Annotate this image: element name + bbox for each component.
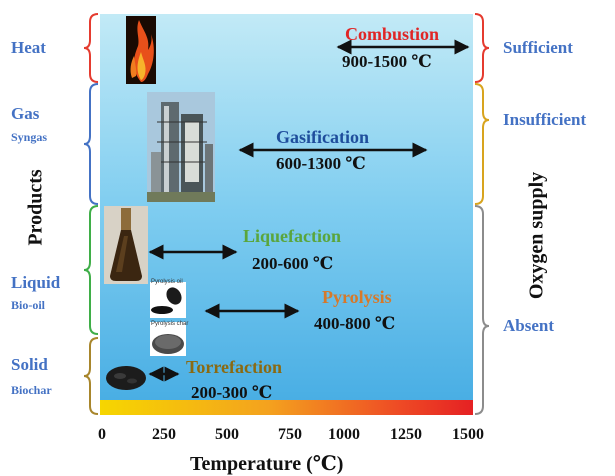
pyrolysis-label: Pyrolysis: [322, 287, 392, 307]
heat-brace: [83, 13, 99, 83]
pyrolysis-oil-caption: Pyrolysis oil: [151, 279, 183, 285]
torrefaction-range: 200-300 ℃: [191, 383, 273, 402]
x-tick-label: 1250: [390, 426, 422, 443]
sufficient-brace: [474, 13, 490, 83]
bio-oil-label: Bio-oil: [11, 298, 46, 312]
insufficient-brace: [474, 83, 490, 205]
x-tick-label: 250: [152, 426, 176, 443]
solid-brace: [83, 337, 99, 415]
x-tick-label: 1000: [328, 426, 360, 443]
absent-label: Absent: [503, 316, 555, 335]
gasifier-plant-image: [147, 92, 215, 202]
liquefaction-label: Liquefaction: [243, 226, 342, 246]
x-tick-label: 0: [98, 426, 106, 443]
insufficient-label: Insufficient: [503, 110, 587, 129]
sufficient-label: Sufficient: [503, 38, 573, 57]
fire-image: [126, 16, 156, 84]
x-tick-label: 500: [215, 426, 239, 443]
x-axis-title: Temperature (℃): [190, 453, 344, 475]
gasification-label: Gasification: [276, 127, 369, 147]
products-axis-title: Products: [24, 169, 47, 246]
temperature-gradient-bar: [100, 400, 473, 415]
gas-brace: [83, 83, 99, 205]
gasification-range: 600-1300 ℃: [276, 154, 366, 173]
biochar-label: Biochar: [11, 383, 52, 397]
biochar-image: [106, 366, 146, 390]
x-tick-label: 1500: [452, 426, 484, 443]
pyrolysis-range: 400-800 ℃: [314, 314, 396, 333]
x-tick-label: 750: [278, 426, 302, 443]
bio-oil-flask-image: [104, 206, 148, 284]
liquid-brace: [83, 205, 99, 335]
liquid-label: Liquid: [11, 273, 61, 292]
combustion-label: Combustion: [345, 24, 440, 44]
combustion-range: 900-1500 ℃: [342, 52, 432, 71]
solid-label: Solid: [11, 355, 48, 374]
pyrolysis-char-image: [150, 322, 186, 356]
gas-label: Gas: [11, 104, 40, 123]
oxygen-axis-title: Oxygen supply: [525, 171, 548, 300]
heat-label: Heat: [11, 38, 46, 57]
liquefaction-range: 200-600 ℃: [252, 254, 334, 273]
torrefaction-label: Torrefaction: [186, 357, 282, 377]
pyrolysis-oil-image: [150, 282, 186, 318]
pyrolysis-char-caption: Pyrolysis char: [151, 321, 189, 327]
absent-brace: [474, 205, 490, 415]
syngas-label: Syngas: [11, 130, 48, 144]
